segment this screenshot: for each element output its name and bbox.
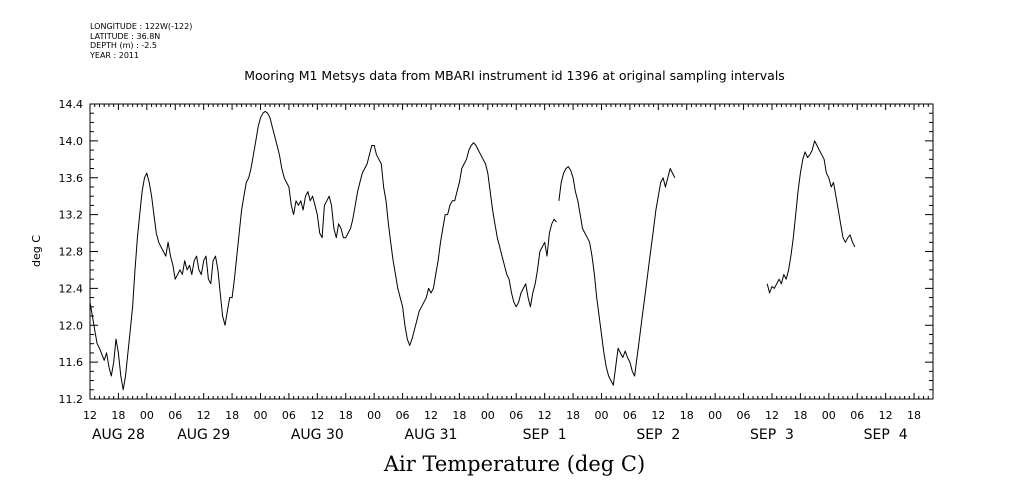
date-label: SEP 3	[750, 427, 794, 443]
date-label: AUG 28	[92, 427, 145, 443]
date-label: AUG 31	[405, 427, 458, 443]
x-tick-label: 00	[253, 409, 267, 422]
x-axis-title: Air Temperature (deg C)	[383, 452, 646, 476]
x-tick-label: 06	[396, 409, 410, 422]
y-tick-label: 13.2	[59, 209, 84, 222]
y-tick-label: 12.0	[59, 319, 84, 332]
series-line	[766, 140, 856, 294]
y-tick-labels: 11.2 11.6 12.0 12.4 12.8 13.2 13.6 14.0 14.4	[59, 98, 84, 406]
date-label: SEP 1	[523, 427, 567, 443]
x-tick-label: 18	[225, 409, 239, 422]
y-tick-label: 11.6	[59, 356, 84, 369]
x-tick-label: 18	[907, 409, 921, 422]
x-tick-label: 18	[566, 409, 580, 422]
depth-label: DEPTH (m) : -2.5	[90, 41, 157, 50]
x-tick-label: 12	[879, 409, 893, 422]
y-tick-label: 12.8	[59, 246, 84, 259]
x-tick-label: 06	[509, 409, 523, 422]
x-tick-label: 00	[822, 409, 836, 422]
y-tick-label: 14.4	[59, 98, 84, 111]
x-tick-label: 12	[765, 409, 779, 422]
y-tick-label: 11.2	[59, 393, 84, 406]
x-tick-label: 06	[168, 409, 182, 422]
x-tick-label: 00	[140, 409, 154, 422]
x-tick-label: 18	[793, 409, 807, 422]
x-tick-label: 12	[310, 409, 324, 422]
date-label: AUG 29	[177, 427, 230, 443]
series-line	[558, 166, 676, 386]
x-tick-label: 00	[367, 409, 381, 422]
year-label: YEAR : 2011	[90, 50, 140, 60]
x-tick-label: 18	[680, 409, 694, 422]
x-tick-label: 06	[850, 409, 864, 422]
y-tick-label: 13.6	[59, 172, 84, 185]
x-tick-label: 00	[594, 409, 608, 422]
x-tick-label: 12	[538, 409, 552, 422]
x-tick-label: 12	[651, 409, 665, 422]
y-tick-label: 12.4	[59, 282, 84, 295]
x-tick-label: 00	[708, 409, 722, 422]
metadata-block: LONGITUDE : 122W(-122) LATITUDE : 36.8N …	[90, 22, 192, 60]
axis-ticks	[89, 103, 934, 400]
x-tick-label: 18	[339, 409, 353, 422]
x-tick-label: 18	[111, 409, 125, 422]
y-tick-label: 14.0	[59, 135, 84, 148]
x-tick-label: 12	[197, 409, 211, 422]
x-tick-label: 18	[452, 409, 466, 422]
x-tick-label: 12	[424, 409, 438, 422]
latitude-label: LATITUDE : 36.8N	[90, 31, 161, 41]
date-label: SEP 4	[864, 427, 908, 443]
date-label: SEP 2	[636, 427, 680, 443]
chart-title: Mooring M1 Metsys data from MBARI instru…	[244, 68, 785, 83]
series-line	[89, 110, 557, 391]
date-label: AUG 30	[291, 427, 344, 443]
plot-frame	[89, 103, 934, 400]
x-tick-labels: 12 18 00 06 12 18 00 06 12 18 00 06 12 18 00 06 12 18 00 06…	[83, 409, 921, 422]
data-series	[89, 110, 856, 391]
date-labels: AUG 28 AUG 29 AUG 30 AUG 31 SEP 1 SEP 2 SEP 3 S…	[92, 427, 908, 443]
x-tick-label: 12	[83, 409, 97, 422]
x-tick-label: 00	[481, 409, 495, 422]
y-axis-label: deg C	[30, 235, 43, 267]
x-tick-label: 06	[737, 409, 751, 422]
longitude-label: LONGITUDE : 122W(-122)	[90, 22, 193, 31]
x-tick-label: 06	[623, 409, 637, 422]
x-tick-label: 06	[282, 409, 296, 422]
